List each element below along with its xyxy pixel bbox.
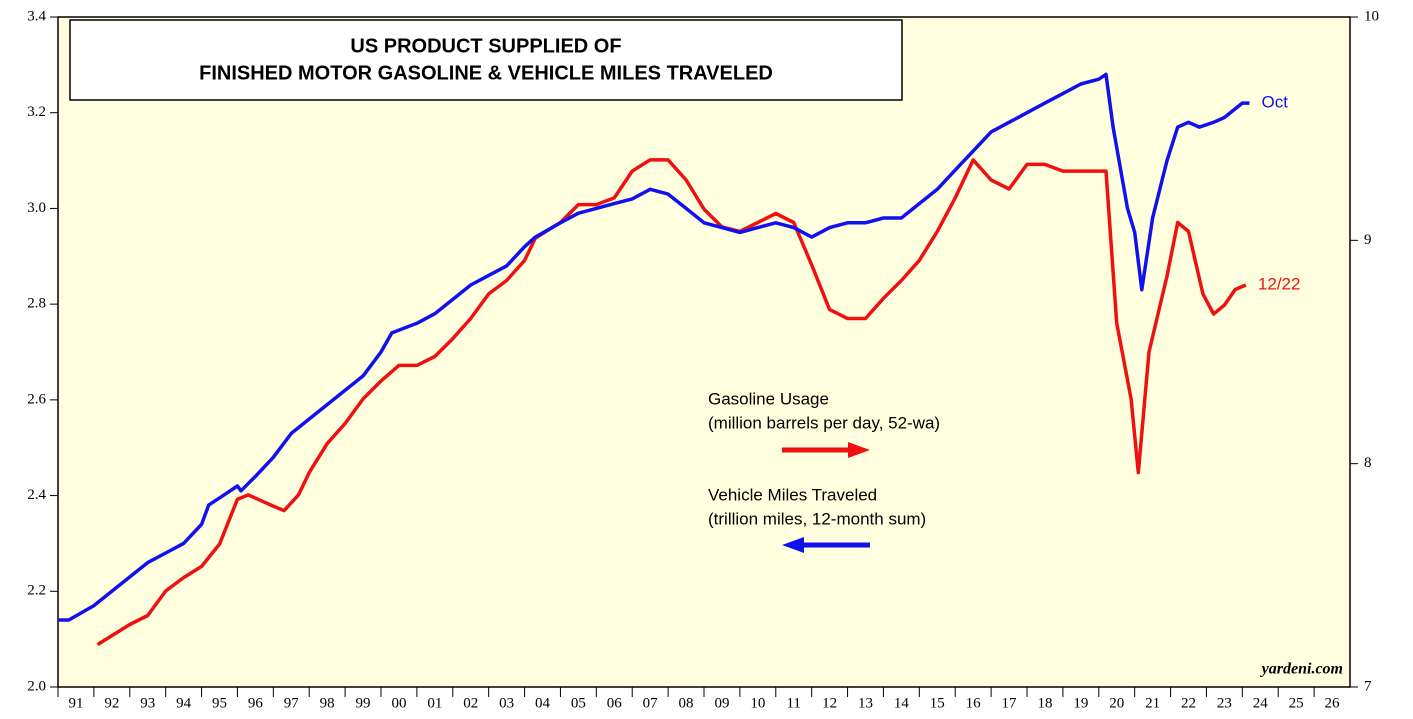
x-tick-label: 03 [499,695,514,711]
y-tick-label: 3.0 [27,200,46,216]
x-tick-label: 13 [858,695,873,711]
legend-label: Vehicle Miles Traveled [708,485,877,504]
y-tick-label: 2.2 [27,583,46,599]
x-tick-label: 11 [786,695,800,711]
y-tick-label: 2.8 [27,296,46,312]
x-tick-label: 14 [894,695,910,711]
series-line [96,158,1247,647]
x-tick-label: 05 [571,695,586,711]
x-tick-label: 26 [1325,695,1341,711]
x-tick-label: 19 [1073,695,1088,711]
x-tick-label: 00 [391,695,406,711]
x-tick-label: 09 [714,695,729,711]
y-tick-label: 3.2 [27,104,46,120]
x-tick-label: 17 [1002,695,1018,711]
x-tick-label: 94 [176,695,192,711]
x-tick-label: 15 [930,695,945,711]
legend-label: (trillion miles, 12-month sum) [708,509,926,528]
x-tick-label: 16 [966,695,982,711]
y-tick-label: 2.0 [27,678,46,694]
x-tick-label: 99 [356,695,371,711]
x-tick-label: 23 [1217,695,1232,711]
x-tick-label: 01 [427,695,442,711]
y-tick-label: 2.6 [27,391,46,407]
legend-label: (million barrels per day, 52-wa) [708,413,940,432]
end-label: Oct [1262,93,1289,112]
y2-tick-label: 10 [1364,8,1379,24]
x-tick-label: 04 [535,695,551,711]
x-tick-label: 97 [284,695,300,711]
title-box [69,19,903,101]
legend-arrow [782,537,870,553]
x-tick-label: 25 [1289,695,1304,711]
x-tick-label: 24 [1253,695,1269,711]
x-tick-label: 20 [1109,695,1124,711]
y2-tick-label: 8 [1364,455,1372,471]
y2-tick-label: 9 [1364,232,1372,248]
legend-label: Gasoline Usage [708,389,829,408]
x-tick-label: 18 [1037,695,1052,711]
x-tick-label: 96 [248,695,264,711]
legend-arrow [782,442,870,458]
x-tick-label: 98 [320,695,335,711]
x-tick-label: 12 [822,695,837,711]
x-tick-label: 92 [104,695,119,711]
x-tick-label: 07 [643,695,659,711]
y2-tick-label: 7 [1364,678,1372,694]
x-tick-label: 95 [212,695,227,711]
x-tick-label: 08 [679,695,694,711]
y-tick-label: 3.4 [27,8,46,24]
x-tick-label: 93 [140,695,155,711]
series-line [58,72,1250,622]
x-tick-label: 91 [68,695,83,711]
chart-title: FINISHED MOTOR GASOLINE & VEHICLE MILES … [199,62,773,84]
x-tick-label: 06 [607,695,623,711]
end-label: 12/22 [1258,274,1301,293]
x-tick-label: 22 [1181,695,1196,711]
x-tick-label: 10 [750,695,765,711]
x-tick-label: 21 [1145,695,1160,711]
plot-area [57,16,1351,688]
source: yardeni.com [1260,661,1343,678]
x-tick-label: 02 [463,695,478,711]
y-tick-label: 2.4 [27,487,46,503]
chart-title: US PRODUCT SUPPLIED OF [350,35,621,57]
